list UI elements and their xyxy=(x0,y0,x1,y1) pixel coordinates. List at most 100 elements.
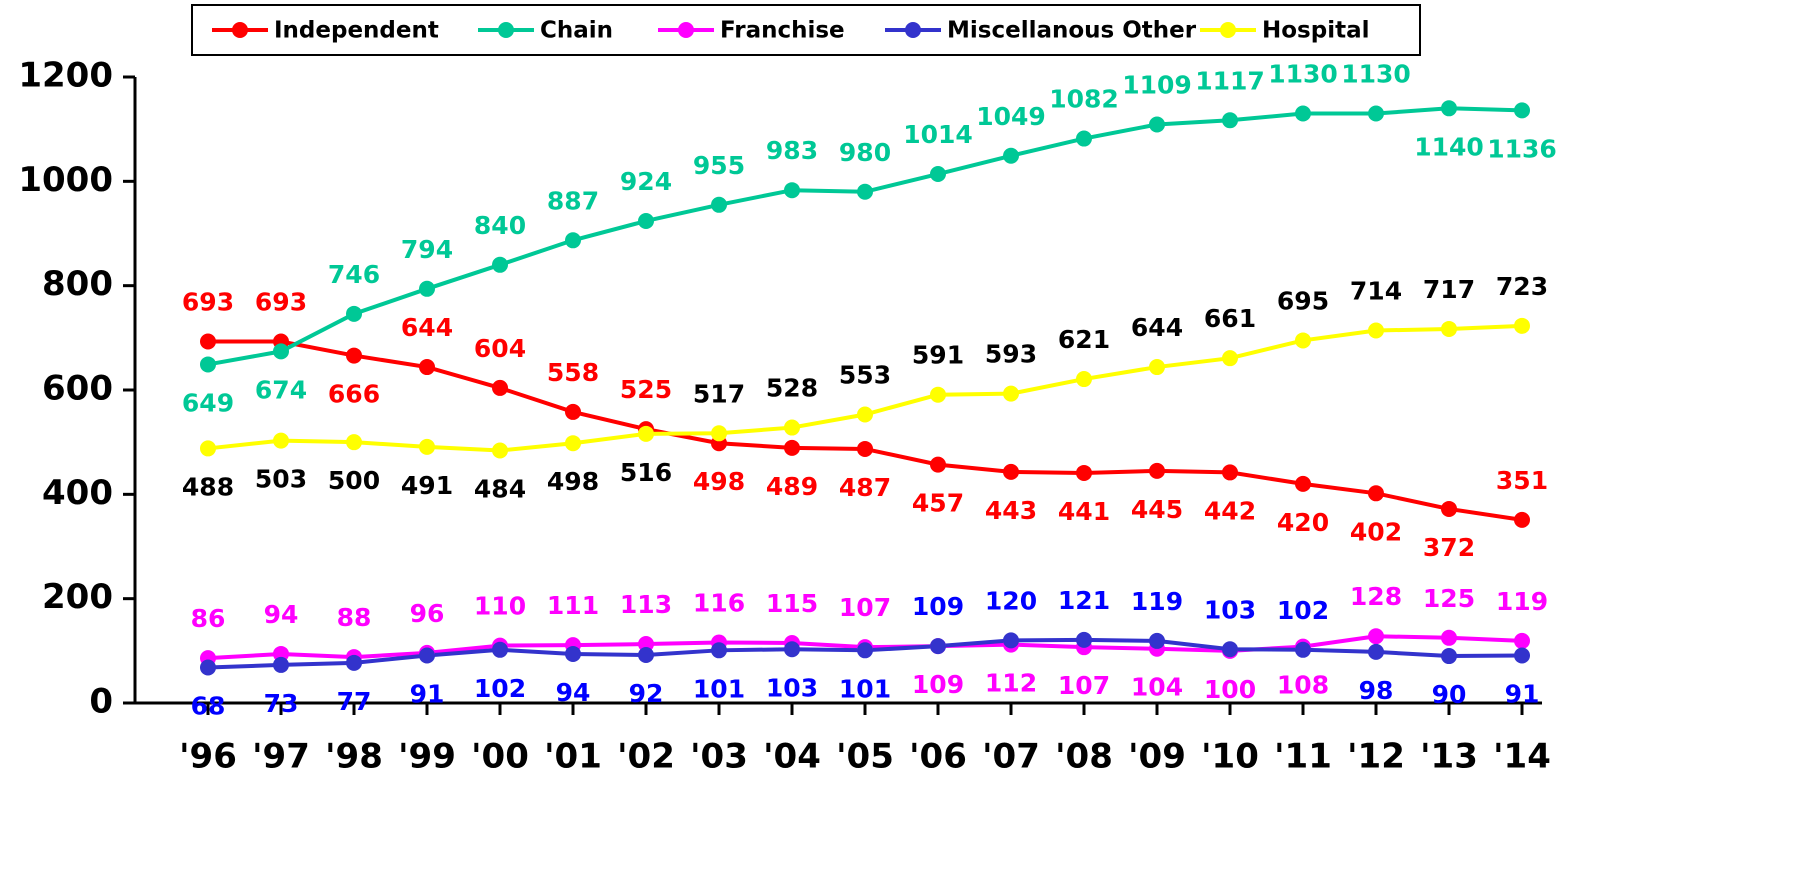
data-label: 1136 xyxy=(1487,134,1557,163)
series-marker xyxy=(273,432,289,449)
series-marker xyxy=(1514,632,1530,649)
data-label: 100 xyxy=(1204,675,1256,704)
data-label: 591 xyxy=(912,341,964,370)
series-marker xyxy=(492,379,508,396)
data-label: 983 xyxy=(766,136,818,165)
series-marker xyxy=(1222,350,1238,367)
data-label: 1049 xyxy=(976,102,1046,131)
data-label: 955 xyxy=(693,151,745,180)
data-label: 98 xyxy=(1359,676,1394,705)
series-marker xyxy=(1003,463,1019,480)
data-label: 101 xyxy=(693,674,745,703)
data-label: 351 xyxy=(1496,466,1548,495)
series-marker xyxy=(857,183,873,200)
series-marker xyxy=(492,641,508,658)
x-tick-label: '05 xyxy=(836,737,894,777)
data-label: 115 xyxy=(766,589,818,618)
data-label: 517 xyxy=(693,379,745,408)
series-marker xyxy=(711,425,727,442)
data-label: 1130 xyxy=(1268,60,1338,89)
data-label: 1082 xyxy=(1049,85,1119,114)
data-label: 924 xyxy=(620,167,672,196)
series-marker xyxy=(638,636,654,653)
data-label: 86 xyxy=(191,604,226,633)
series-marker xyxy=(273,656,289,673)
data-label: 484 xyxy=(474,475,526,504)
data-label: 498 xyxy=(547,467,599,496)
data-label: 593 xyxy=(985,340,1037,369)
data-label: 604 xyxy=(474,334,526,363)
data-label: 111 xyxy=(547,591,599,620)
x-tick-label: '08 xyxy=(1055,737,1113,777)
series-marker xyxy=(930,456,946,473)
legend-label: Hospital xyxy=(1262,18,1370,44)
data-label: 104 xyxy=(1131,673,1183,702)
data-label: 103 xyxy=(766,673,818,702)
y-tick-label: 600 xyxy=(42,369,113,409)
y-tick-label: 800 xyxy=(42,264,113,304)
legend-marker xyxy=(678,22,694,38)
series-marker xyxy=(565,645,581,662)
series-marker xyxy=(711,642,727,659)
series-marker xyxy=(857,406,873,423)
data-label: 108 xyxy=(1277,671,1329,700)
data-label: 553 xyxy=(839,361,891,390)
series-marker xyxy=(419,438,435,455)
series-marker xyxy=(1441,500,1457,517)
series-marker xyxy=(638,212,654,229)
data-label: 120 xyxy=(985,586,1037,615)
data-label: 107 xyxy=(1058,671,1110,700)
series-marker xyxy=(1368,105,1384,122)
data-label: 112 xyxy=(985,669,1037,698)
legend-label: Miscellanous Other xyxy=(947,18,1197,44)
legend-label: Independent xyxy=(274,18,439,44)
series-marker xyxy=(1368,485,1384,502)
series-marker xyxy=(857,440,873,457)
series-marker xyxy=(492,256,508,273)
series-marker xyxy=(1076,464,1092,481)
series-marker xyxy=(1076,371,1092,388)
series-marker xyxy=(930,166,946,183)
data-label: 666 xyxy=(328,380,380,409)
data-label: 649 xyxy=(182,388,234,417)
x-tick-label: '13 xyxy=(1420,737,1478,777)
data-label: 693 xyxy=(255,287,307,316)
data-label: 73 xyxy=(264,689,299,718)
data-label: 488 xyxy=(182,472,234,501)
data-label: 1109 xyxy=(1122,70,1192,99)
data-label: 723 xyxy=(1496,272,1548,301)
data-label: 128 xyxy=(1350,582,1402,611)
data-label: 1014 xyxy=(903,120,973,149)
series-marker xyxy=(1368,322,1384,339)
data-label: 457 xyxy=(912,489,964,518)
x-tick-label: '97 xyxy=(252,737,310,777)
data-label: 96 xyxy=(410,599,445,628)
series-marker xyxy=(1295,641,1311,658)
data-label: 94 xyxy=(556,678,591,707)
series-marker xyxy=(784,419,800,436)
x-tick-label: '02 xyxy=(617,737,675,777)
y-tick-label: 200 xyxy=(42,577,113,617)
series-marker xyxy=(1222,641,1238,658)
x-tick-label: '04 xyxy=(763,737,821,777)
series-marker xyxy=(930,638,946,655)
data-label: 840 xyxy=(474,211,526,240)
series-marker xyxy=(1003,632,1019,649)
series-marker xyxy=(492,442,508,459)
series-marker xyxy=(200,356,216,373)
data-label: 119 xyxy=(1131,587,1183,616)
series-marker xyxy=(200,440,216,457)
data-label: 558 xyxy=(547,358,599,387)
series-marker xyxy=(1149,462,1165,479)
data-label: 103 xyxy=(1204,595,1256,624)
data-label: 442 xyxy=(1204,496,1256,525)
series-marker xyxy=(273,343,289,360)
data-label: 68 xyxy=(191,692,226,721)
data-label: 794 xyxy=(401,235,453,264)
data-label: 445 xyxy=(1131,495,1183,524)
data-label: 714 xyxy=(1350,277,1402,306)
y-tick-label: 1000 xyxy=(18,160,113,200)
data-label: 1130 xyxy=(1341,60,1411,89)
series-marker xyxy=(1295,332,1311,349)
data-label: 88 xyxy=(337,603,372,632)
